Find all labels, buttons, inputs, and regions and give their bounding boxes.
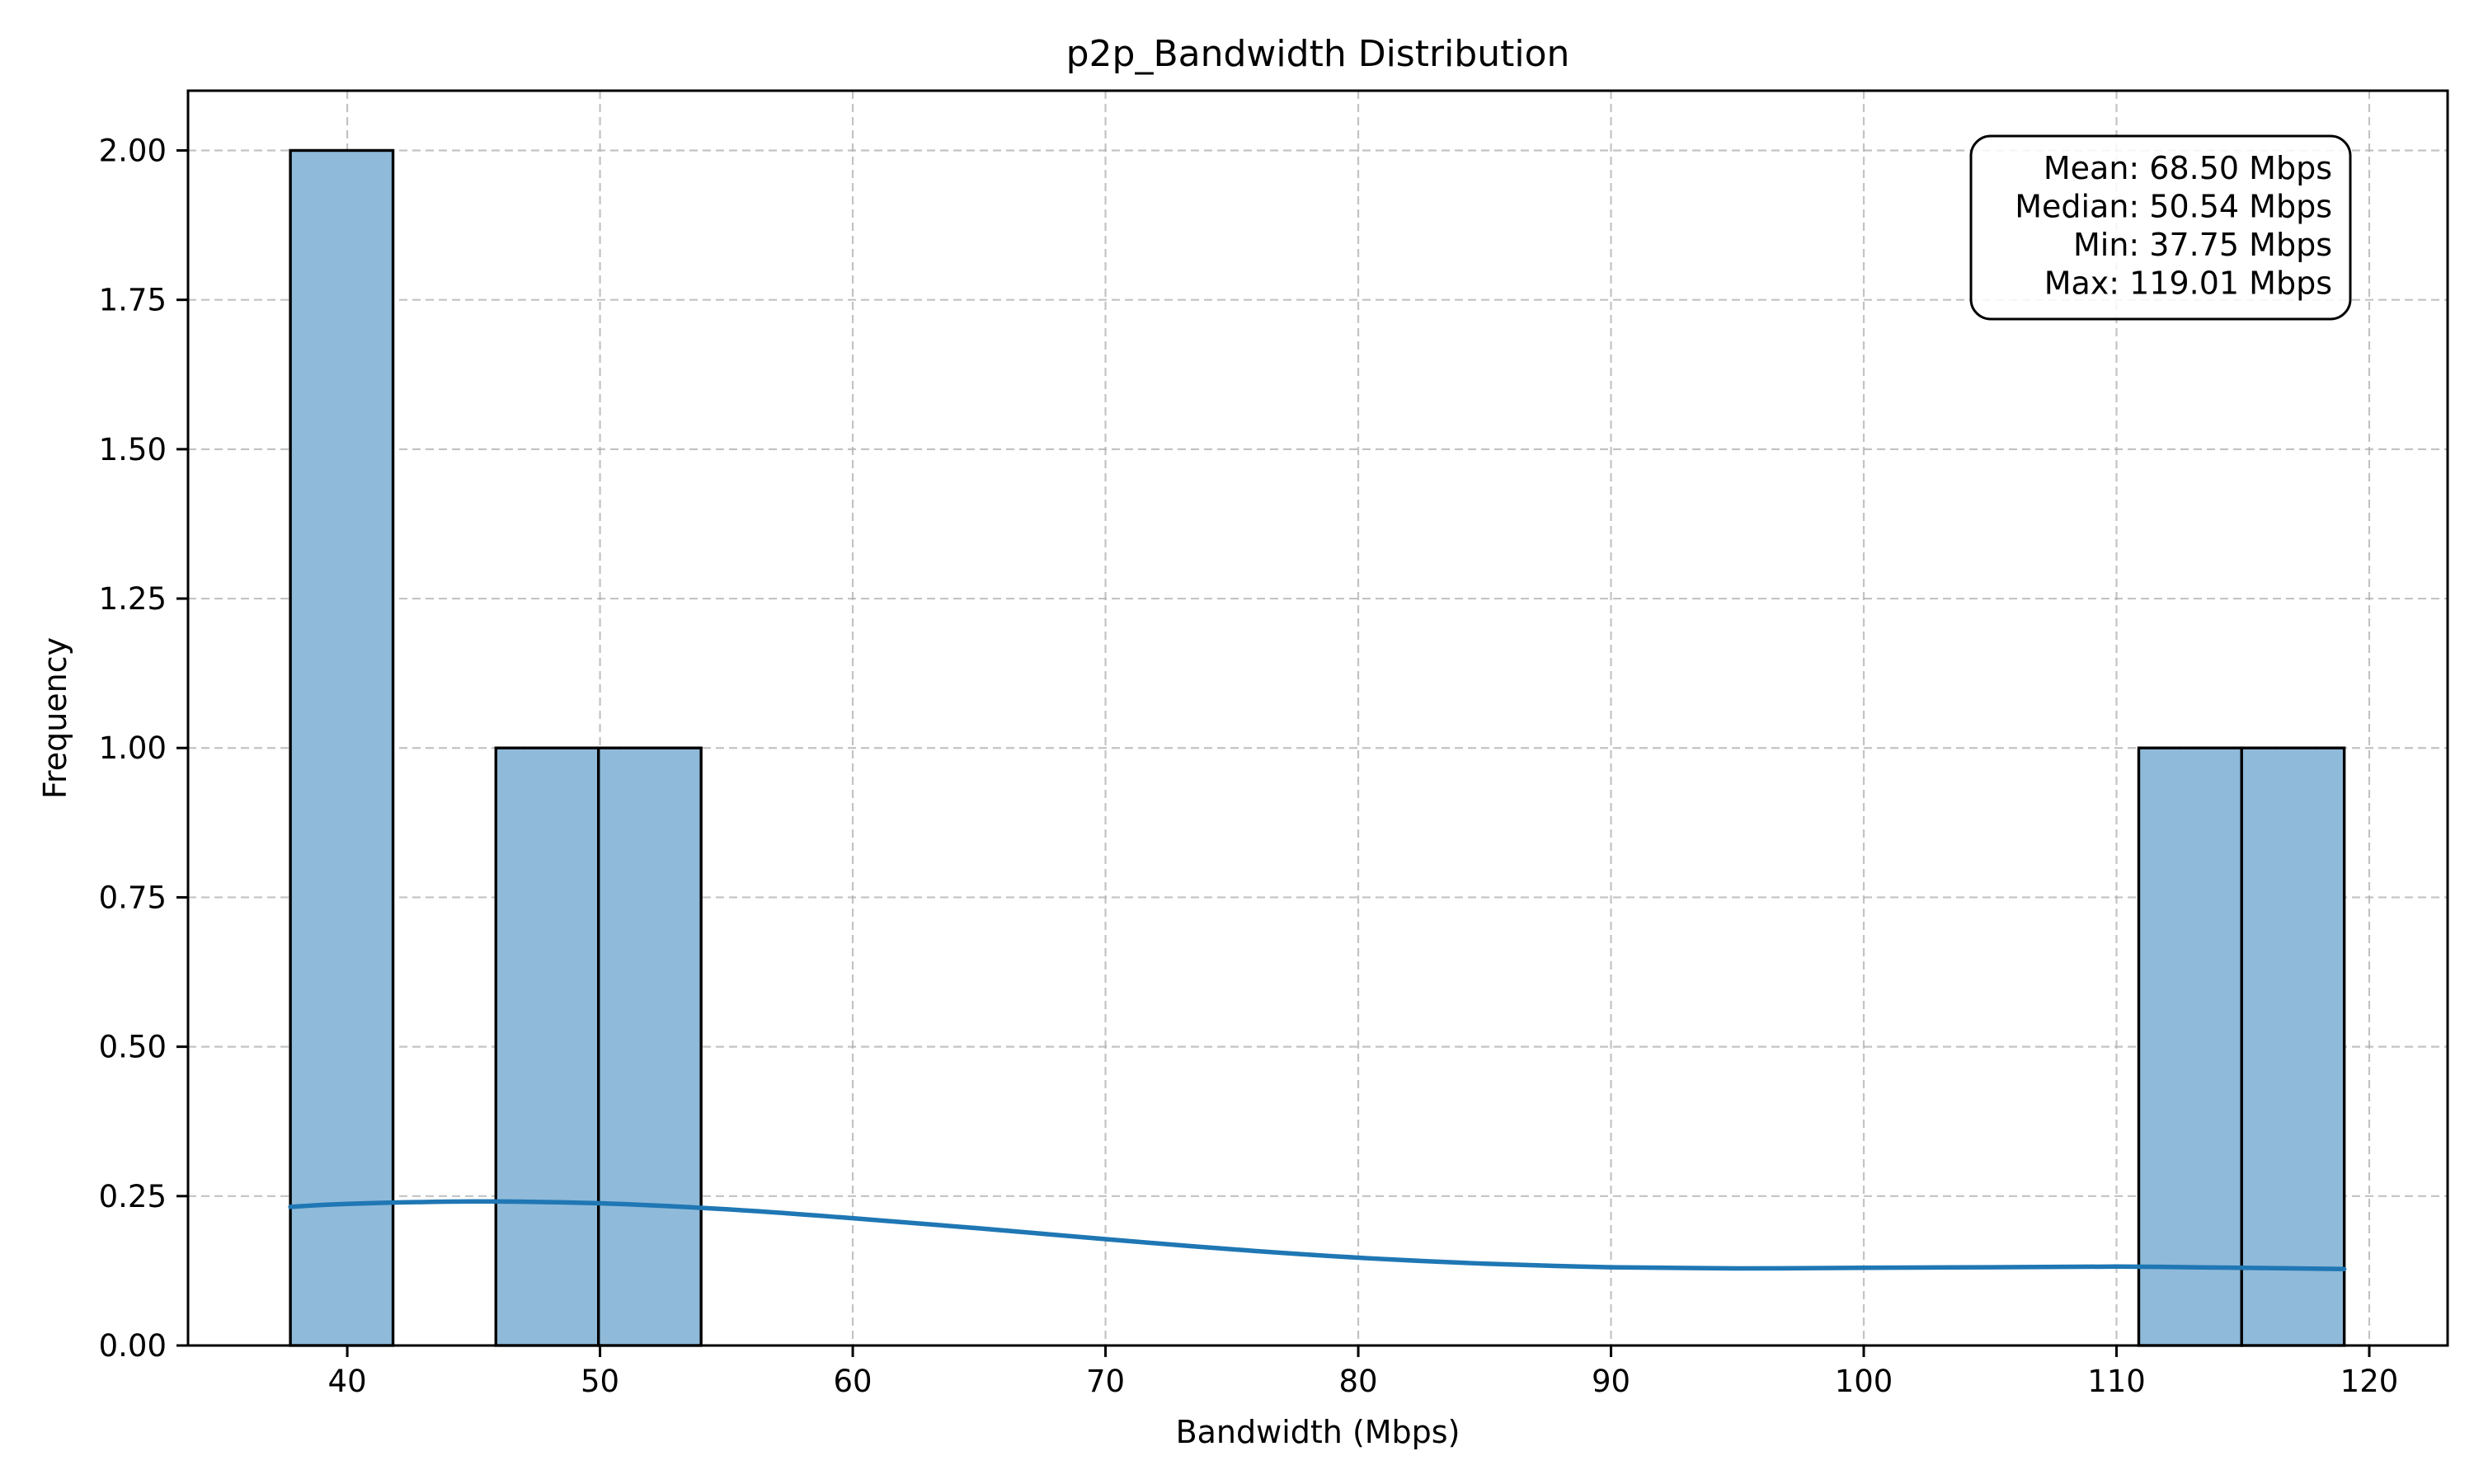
stats-line: Min: 37.75 Mbps [2073, 227, 2332, 263]
histogram-bar [2240, 746, 2346, 1347]
chart-title: p2p_Bandwidth Distribution [1066, 33, 1570, 75]
kde-curve-group [288, 1199, 2347, 1271]
y-tick-label: 1.00 [99, 730, 167, 766]
plot-frame [186, 89, 2449, 1347]
kde-curve [288, 1199, 2347, 1271]
x-tick-label: 100 [1835, 1364, 1893, 1399]
y-axis-label: Frequency [37, 637, 73, 799]
x-axis-ticks: 40 50 60 70 80 90 100 110 120 [328, 1345, 2399, 1399]
y-tick-label: 1.25 [99, 581, 167, 617]
histogram-bar [597, 746, 703, 1347]
stats-line: Median: 50.54 Mbps [2015, 189, 2332, 225]
x-axis-label: Bandwidth (Mbps) [1176, 1414, 1460, 1450]
histogram-bars [289, 148, 2346, 1347]
y-tick-label: 0.50 [99, 1030, 167, 1065]
stats-line: Mean: 68.50 Mbps [2044, 150, 2332, 186]
histogram-bar [2137, 746, 2243, 1347]
x-tick-label: 110 [2087, 1364, 2146, 1399]
y-tick-label: 1.75 [99, 283, 167, 318]
y-tick-label: 0.00 [99, 1328, 167, 1364]
stats-line: Max: 119.01 Mbps [2044, 265, 2332, 302]
histogram-bar [494, 746, 600, 1347]
y-tick-label: 2.00 [99, 133, 167, 168]
y-axis-ticks: 0.00 0.25 0.50 0.75 1.00 1.25 1.50 1.75 2.00 [99, 133, 188, 1364]
stats-box-frame [1969, 134, 2352, 321]
y-tick-label: 0.25 [99, 1179, 167, 1214]
x-tick-label: 50 [581, 1364, 619, 1399]
y-tick-label: 0.75 [99, 880, 167, 915]
histogram-bar [289, 148, 395, 1347]
x-tick-label: 80 [1338, 1364, 1377, 1399]
y-tick-label: 1.50 [99, 432, 167, 467]
x-tick-label: 120 [2340, 1364, 2399, 1399]
x-tick-label: 90 [1592, 1364, 1630, 1399]
x-tick-label: 60 [834, 1364, 872, 1399]
x-tick-label: 70 [1086, 1364, 1125, 1399]
x-tick-label: 40 [328, 1364, 367, 1399]
